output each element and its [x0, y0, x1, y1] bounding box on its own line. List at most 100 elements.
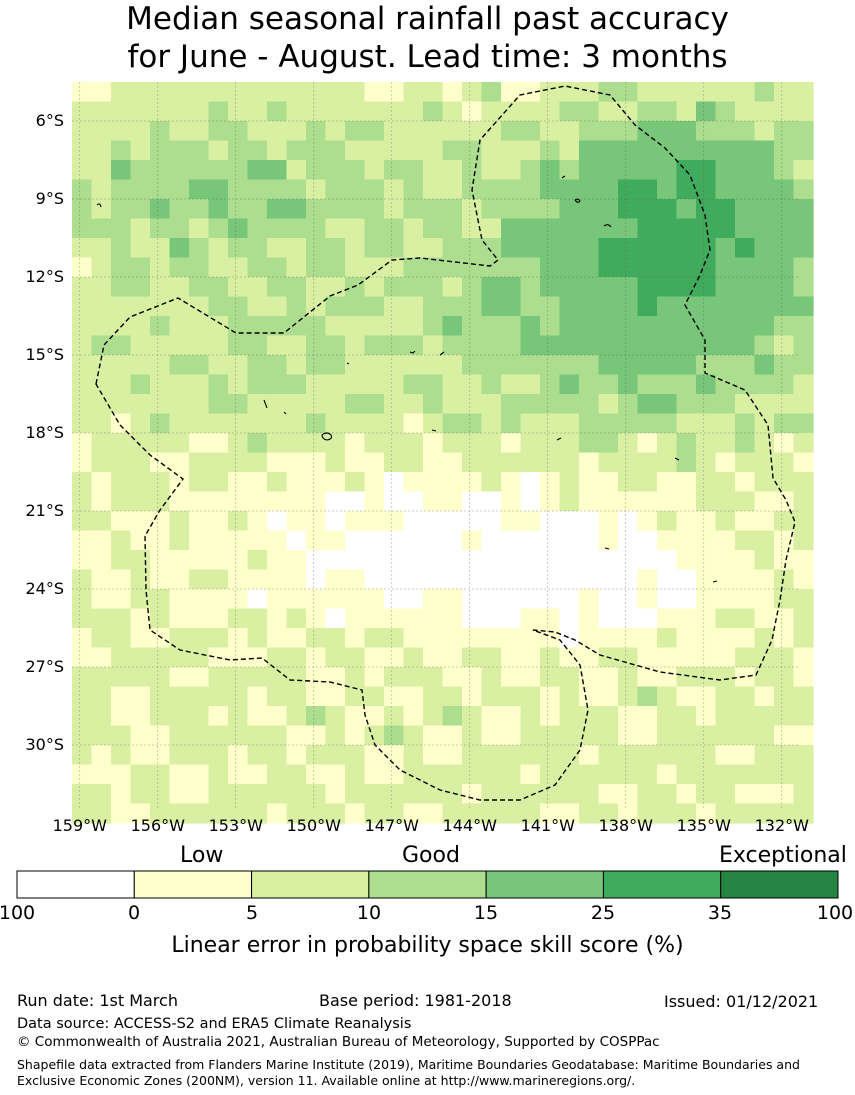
skill-cell	[345, 706, 366, 727]
skill-cell	[325, 179, 346, 200]
skill-cell	[72, 530, 93, 551]
skill-cell	[325, 257, 346, 278]
skill-cell	[267, 218, 288, 239]
skill-cell	[325, 316, 346, 337]
skill-cell	[345, 218, 366, 239]
skill-cell	[325, 608, 346, 629]
skill-cell	[618, 608, 639, 629]
skill-cell	[481, 745, 502, 766]
skill-cell	[306, 725, 327, 746]
skill-cell	[637, 199, 658, 220]
skill-cell	[715, 257, 736, 278]
skill-cell	[364, 667, 385, 688]
skill-cell	[306, 413, 327, 434]
skill-cell	[793, 433, 814, 454]
skill-cell	[306, 296, 327, 317]
skill-cell	[676, 433, 697, 454]
skill-cell	[169, 764, 190, 785]
skill-cell	[793, 745, 814, 766]
skill-cell	[91, 296, 112, 317]
skill-cell	[130, 335, 151, 356]
skill-cell	[286, 647, 307, 668]
skill-cell	[774, 491, 795, 512]
skill-cell	[735, 218, 756, 239]
skill-cell	[618, 569, 639, 590]
skill-cell	[267, 608, 288, 629]
skill-cell	[150, 530, 171, 551]
skill-cell	[325, 706, 346, 727]
skill-cell	[364, 628, 385, 649]
skill-cell	[618, 472, 639, 493]
skill-cell	[618, 160, 639, 181]
skill-cell	[559, 355, 580, 376]
skill-cell	[247, 433, 268, 454]
skill-cell	[598, 667, 619, 688]
skill-cell	[267, 374, 288, 395]
skill-cell	[793, 355, 814, 376]
skill-cell	[676, 647, 697, 668]
skill-cell	[111, 589, 132, 610]
skill-cell	[559, 608, 580, 629]
skill-cell	[520, 179, 541, 200]
skill-cell	[442, 725, 463, 746]
skill-cell	[169, 374, 190, 395]
skill-cell	[345, 160, 366, 181]
skill-cell	[345, 179, 366, 200]
skill-cell	[228, 589, 249, 610]
skill-cell	[403, 784, 424, 805]
skill-cell	[130, 238, 151, 259]
skill-cell	[325, 121, 346, 142]
skill-cell	[579, 706, 600, 727]
skill-cell	[735, 355, 756, 376]
copyright: © Commonwealth of Australia 2021, Austra…	[17, 1034, 660, 1050]
skill-cell	[364, 784, 385, 805]
skill-cell	[793, 296, 814, 317]
skill-cell	[306, 530, 327, 551]
skill-cell	[598, 706, 619, 727]
skill-cell	[306, 238, 327, 259]
skill-cell	[657, 413, 678, 434]
skill-cell	[501, 413, 522, 434]
skill-cell	[735, 257, 756, 278]
skill-cell	[559, 647, 580, 668]
skill-cell	[247, 316, 268, 337]
skill-cell	[481, 803, 502, 824]
skill-cell	[520, 433, 541, 454]
skill-cell	[501, 355, 522, 376]
skill-cell	[579, 550, 600, 571]
skill-cell	[267, 784, 288, 805]
skill-cell	[208, 394, 229, 415]
skill-cell	[696, 179, 717, 200]
skill-cell	[150, 121, 171, 142]
skill-cell	[111, 628, 132, 649]
skill-cell	[774, 686, 795, 707]
skill-cell	[111, 784, 132, 805]
skill-cell	[715, 277, 736, 298]
skill-cell	[423, 472, 444, 493]
skill-cell	[91, 413, 112, 434]
skill-cell	[228, 179, 249, 200]
skill-cell	[598, 628, 619, 649]
skill-cell	[247, 589, 268, 610]
skill-cell	[423, 745, 444, 766]
skill-cell	[208, 277, 229, 298]
skill-cell	[228, 160, 249, 181]
skill-cell	[423, 374, 444, 395]
skill-cell	[247, 764, 268, 785]
skill-cell	[442, 433, 463, 454]
skill-cell	[189, 179, 210, 200]
longitude-label: 150°W	[286, 816, 341, 835]
island-outline	[561, 175, 566, 179]
skill-cell	[637, 277, 658, 298]
skill-cell	[715, 296, 736, 317]
skill-cell	[267, 472, 288, 493]
skill-cell	[618, 218, 639, 239]
skill-cell	[520, 355, 541, 376]
skill-cell	[72, 745, 93, 766]
skill-cell	[169, 647, 190, 668]
skill-cell	[150, 550, 171, 571]
skill-cell	[169, 335, 190, 356]
skill-cell	[618, 179, 639, 200]
skill-cell	[520, 238, 541, 259]
skill-cell	[598, 218, 619, 239]
